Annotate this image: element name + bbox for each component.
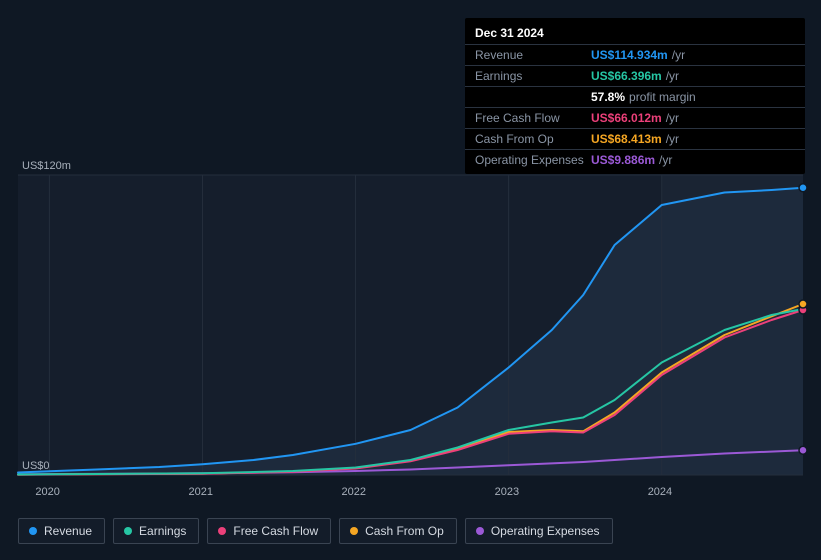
legend-item-earnings[interactable]: Earnings	[113, 518, 199, 544]
legend-dot-icon	[218, 527, 226, 535]
tooltip-row-label: Operating Expenses	[475, 153, 591, 167]
tooltip-row-suffix: /yr	[666, 111, 679, 125]
legend-dot-icon	[476, 527, 484, 535]
legend: Revenue Earnings Free Cash Flow Cash From O…	[18, 518, 613, 544]
legend-item-label: Operating Expenses	[491, 524, 600, 538]
legend-item-label: Revenue	[44, 524, 92, 538]
tooltip-row: 57.8% profit margin	[465, 86, 805, 107]
tooltip-row-suffix: /yr	[666, 69, 679, 83]
tooltip-row: EarningsUS$66.396m/yr	[465, 65, 805, 86]
legend-dot-icon	[350, 527, 358, 535]
tooltip-row-suffix: profit margin	[629, 90, 696, 104]
tooltip-row-suffix: /yr	[659, 153, 672, 167]
x-axis-label: 2020	[35, 486, 59, 498]
tooltip-row-label: Earnings	[475, 69, 591, 83]
tooltip-row-label: Cash From Op	[475, 132, 591, 146]
legend-item-label: Earnings	[139, 524, 186, 538]
tooltip-row-label: Free Cash Flow	[475, 111, 591, 125]
x-axis-label: 2024	[648, 486, 672, 498]
tooltip-row-suffix: /yr	[672, 48, 685, 62]
x-axis-label: 2023	[495, 486, 519, 498]
tooltip-row-value: US$66.012m	[591, 111, 662, 125]
y-axis-label-bottom: US$0	[22, 460, 50, 472]
tooltip-row-value: US$9.886m	[591, 153, 655, 167]
tooltip-row: Operating ExpensesUS$9.886m/yr	[465, 149, 805, 170]
legend-item-label: Cash From Op	[365, 524, 444, 538]
tooltip-row: Free Cash FlowUS$66.012m/yr	[465, 107, 805, 128]
tooltip-row-suffix: /yr	[666, 132, 679, 146]
tooltip-row-value: US$68.413m	[591, 132, 662, 146]
legend-item-free_cash_flow[interactable]: Free Cash Flow	[207, 518, 331, 544]
x-axis-label: 2022	[342, 486, 366, 498]
legend-item-operating_expenses[interactable]: Operating Expenses	[465, 518, 613, 544]
legend-item-label: Free Cash Flow	[233, 524, 318, 538]
legend-item-revenue[interactable]: Revenue	[18, 518, 105, 544]
tooltip-row: Cash From OpUS$68.413m/yr	[465, 128, 805, 149]
tooltip-row-label: Revenue	[475, 48, 591, 62]
hover-tooltip: Dec 31 2024 RevenueUS$114.934m/yrEarning…	[465, 18, 805, 174]
x-axis-label: 2021	[188, 486, 212, 498]
tooltip-row-label	[475, 90, 591, 104]
tooltip-title: Dec 31 2024	[465, 24, 805, 44]
tooltip-row-value: 57.8%	[591, 90, 625, 104]
legend-dot-icon	[29, 527, 37, 535]
tooltip-row: RevenueUS$114.934m/yr	[465, 44, 805, 65]
legend-item-cash_from_op[interactable]: Cash From Op	[339, 518, 457, 544]
tooltip-row-value: US$66.396m	[591, 69, 662, 83]
tooltip-row-value: US$114.934m	[591, 48, 668, 62]
legend-dot-icon	[124, 527, 132, 535]
y-axis-label-top: US$120m	[22, 160, 71, 172]
